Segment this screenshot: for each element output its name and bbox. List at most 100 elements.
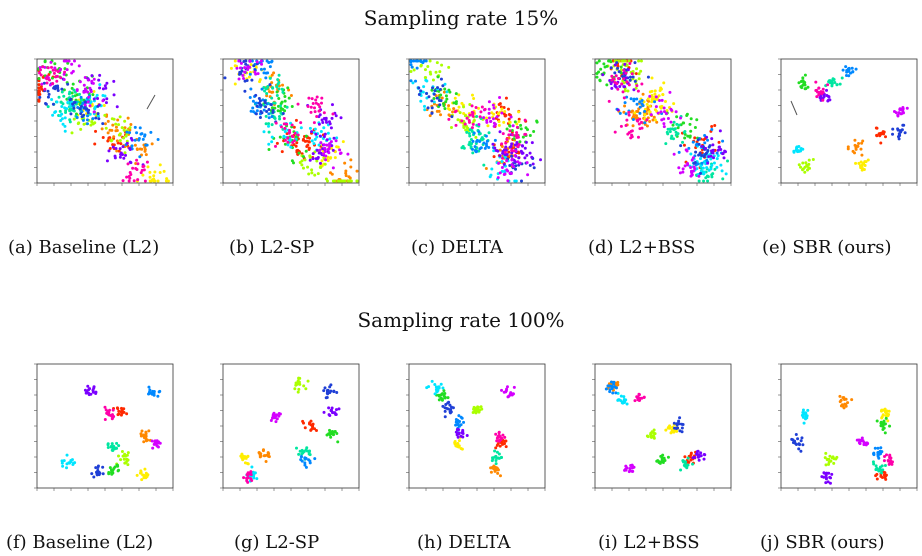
scatter-point <box>45 77 49 81</box>
scatter-point <box>640 99 644 103</box>
scatter-point <box>804 161 808 165</box>
scatter-point <box>494 462 498 466</box>
scatter-point <box>690 158 694 162</box>
scatter-point <box>144 430 148 434</box>
scatter-point <box>851 149 855 153</box>
scatter-point <box>646 97 650 101</box>
scatter-point <box>713 124 717 128</box>
scatter-point <box>237 59 241 63</box>
scatter-point <box>724 172 728 176</box>
scatter-point <box>92 475 96 479</box>
scatter-point <box>297 452 301 456</box>
scatter-point <box>117 123 121 127</box>
scatter-point <box>627 113 631 117</box>
scatter-point <box>710 173 714 177</box>
scatter-point <box>119 151 123 155</box>
scatter-point <box>888 424 892 428</box>
scatter-point <box>879 474 883 478</box>
scatter-point <box>121 179 125 183</box>
scatter-point <box>275 94 279 98</box>
scatter-point <box>346 152 350 156</box>
scatter-point <box>715 157 719 161</box>
scatter-point <box>270 115 274 119</box>
scatter-point <box>801 161 805 165</box>
scatter-point <box>709 167 713 171</box>
scatter-point <box>640 82 644 86</box>
scatter-point <box>620 59 624 63</box>
scatter-point <box>136 178 140 182</box>
scatter-point <box>92 385 96 389</box>
scatter-point <box>719 147 723 151</box>
scatter-point <box>254 93 258 97</box>
scatter-point <box>286 136 290 140</box>
scatter-point <box>633 61 637 65</box>
scatter-point <box>471 122 475 126</box>
scatter-point <box>309 105 313 109</box>
scatter-point <box>419 59 423 63</box>
scatter-point <box>317 143 321 147</box>
panel-g <box>210 360 370 505</box>
scatter-point <box>677 419 681 423</box>
scatter-point <box>148 175 152 179</box>
scatter-point <box>126 451 130 455</box>
scatter-point <box>479 110 483 114</box>
scatter-point <box>85 118 89 122</box>
scatter-point <box>649 113 653 117</box>
scatter-point <box>264 71 268 75</box>
scatter-point <box>328 413 332 417</box>
panel-c <box>396 55 556 200</box>
scatter-point <box>309 419 313 423</box>
scatter-point <box>443 409 447 413</box>
scatter-point <box>256 72 260 76</box>
scatter-point <box>419 64 423 68</box>
scatter-point <box>900 107 904 111</box>
scatter-point <box>802 81 806 85</box>
scatter-point <box>697 458 701 462</box>
scatter-point <box>501 150 505 154</box>
scatter-point <box>68 461 72 465</box>
scatter-point <box>672 120 676 124</box>
scatter-point <box>661 453 665 457</box>
scatter-point <box>86 78 90 82</box>
scatter-point <box>830 84 834 88</box>
scatter-point <box>48 78 52 82</box>
scatter-point <box>127 179 131 183</box>
scatter-point <box>663 110 667 114</box>
scatter-point <box>268 76 272 80</box>
scatter-point <box>668 127 672 131</box>
scatter-point <box>294 446 298 450</box>
scatter-point <box>335 432 339 436</box>
scatter-point <box>664 142 668 146</box>
scatter-point <box>454 420 458 424</box>
scatter-point <box>314 101 318 105</box>
scatter-point <box>308 453 312 457</box>
scatter-point <box>435 387 439 391</box>
scatter-point <box>118 115 122 119</box>
scatter-point <box>85 122 89 126</box>
scatter-point <box>721 139 725 143</box>
scatter-point <box>609 82 613 86</box>
scatter-point <box>474 150 478 154</box>
scatter-point <box>327 120 331 124</box>
scatter-point <box>470 104 474 108</box>
scatter-point <box>628 467 632 471</box>
scatter-point <box>470 126 474 130</box>
scatter-point <box>55 79 59 83</box>
scatter-point <box>494 458 498 462</box>
scatter-point <box>432 92 436 96</box>
scatter-point <box>267 116 271 120</box>
scatter-point <box>53 85 57 89</box>
scatter-point <box>446 407 450 411</box>
scatter-point <box>807 158 811 162</box>
scatter-point <box>270 96 274 100</box>
scatter-point <box>114 125 118 129</box>
scatter-point <box>825 88 829 92</box>
scatter-point <box>238 66 242 70</box>
scatter-point <box>125 175 129 179</box>
scatter-point <box>630 72 634 76</box>
scatter-point <box>96 112 100 116</box>
scatter-point <box>447 113 451 117</box>
scatter-point <box>862 443 866 447</box>
scatter-point <box>505 137 509 141</box>
scatter-point <box>272 101 276 105</box>
